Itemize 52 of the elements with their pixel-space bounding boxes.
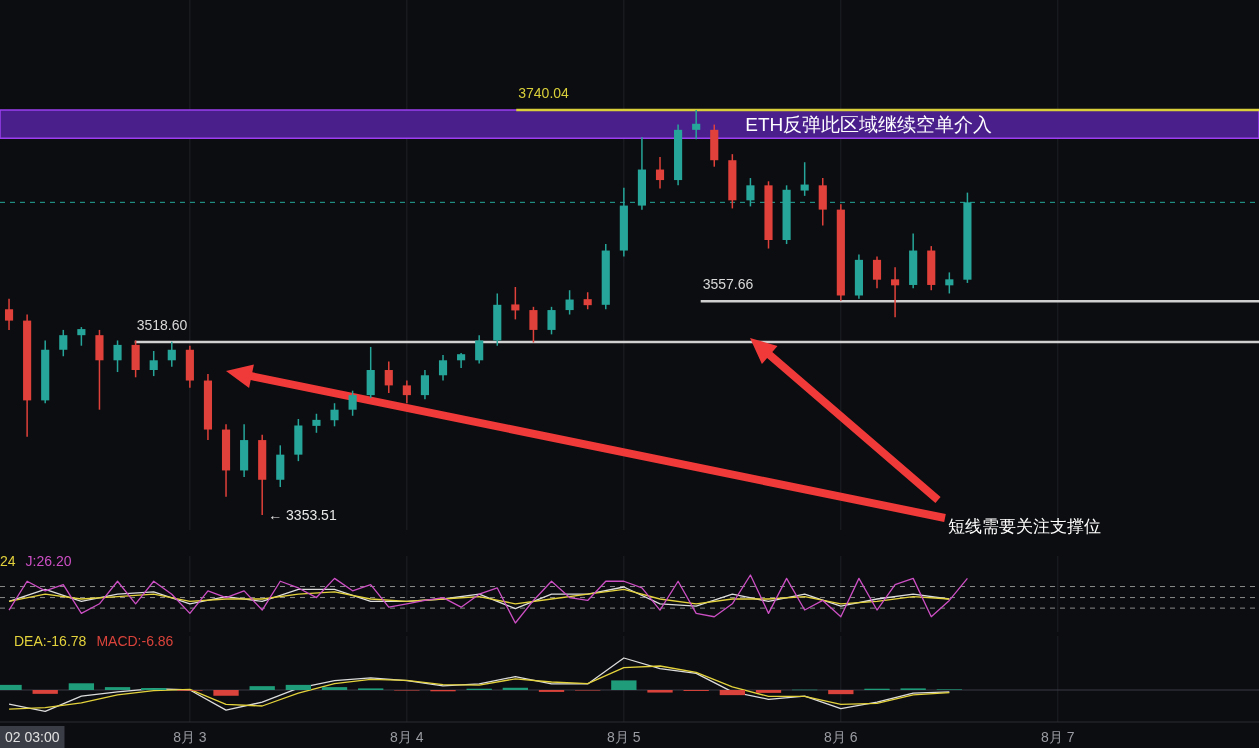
candlestick xyxy=(113,339,122,373)
candlestick xyxy=(77,326,86,347)
band-label: ETH反弹此区域继续空单介入 xyxy=(745,114,993,136)
bar xyxy=(249,686,275,690)
candlestick xyxy=(312,413,321,434)
bar xyxy=(285,684,312,690)
candlestick xyxy=(529,306,538,344)
candlestick xyxy=(475,334,484,365)
text: MACD:-6.86 xyxy=(96,633,174,649)
bar xyxy=(647,690,673,693)
candlestick xyxy=(511,286,520,321)
bar xyxy=(213,690,239,696)
bar xyxy=(828,690,854,695)
bar xyxy=(611,680,637,690)
text: DEA:-16.78 xyxy=(14,633,87,649)
candlestick xyxy=(330,402,339,428)
candlestick xyxy=(800,161,809,197)
candlestick xyxy=(420,369,430,400)
text: J:26.20 xyxy=(25,553,72,569)
candlestick xyxy=(348,389,357,417)
candlestick xyxy=(167,340,176,368)
x-tick-label: 02 03:00 xyxy=(5,729,60,745)
x-tick-label: 8月 7 xyxy=(1041,729,1075,745)
x-tick-label: 8月 6 xyxy=(824,729,858,745)
bar xyxy=(104,687,131,690)
bar xyxy=(321,687,348,690)
candlestick xyxy=(692,109,701,140)
x-tick-label: 8月 4 xyxy=(390,729,424,745)
candlestick xyxy=(59,329,68,357)
annotation: 3518.60 xyxy=(136,317,188,334)
candlestick xyxy=(438,354,448,382)
text: 24 xyxy=(0,553,16,569)
candlestick xyxy=(402,379,411,404)
candlestick xyxy=(384,360,393,394)
candlestick xyxy=(565,289,574,316)
bar xyxy=(32,690,58,694)
candlestick xyxy=(945,271,954,295)
bar xyxy=(68,683,95,690)
text: 短线需要关注支撑位 xyxy=(948,517,1101,536)
x-tick-label: 8月 5 xyxy=(607,729,641,745)
annotation: ← 3353.51 xyxy=(268,507,337,523)
candlestick xyxy=(547,306,556,336)
candlestick xyxy=(4,297,14,331)
candlestick xyxy=(149,350,158,377)
annotation: 3557.66 xyxy=(702,276,754,293)
candlestick xyxy=(872,255,882,289)
x-tick-label: 8月 3 xyxy=(173,729,207,745)
annotation: 3740.04 xyxy=(518,85,570,101)
bar xyxy=(719,690,745,696)
bar xyxy=(755,690,782,693)
candlestick xyxy=(891,266,900,319)
candlestick xyxy=(655,156,665,190)
